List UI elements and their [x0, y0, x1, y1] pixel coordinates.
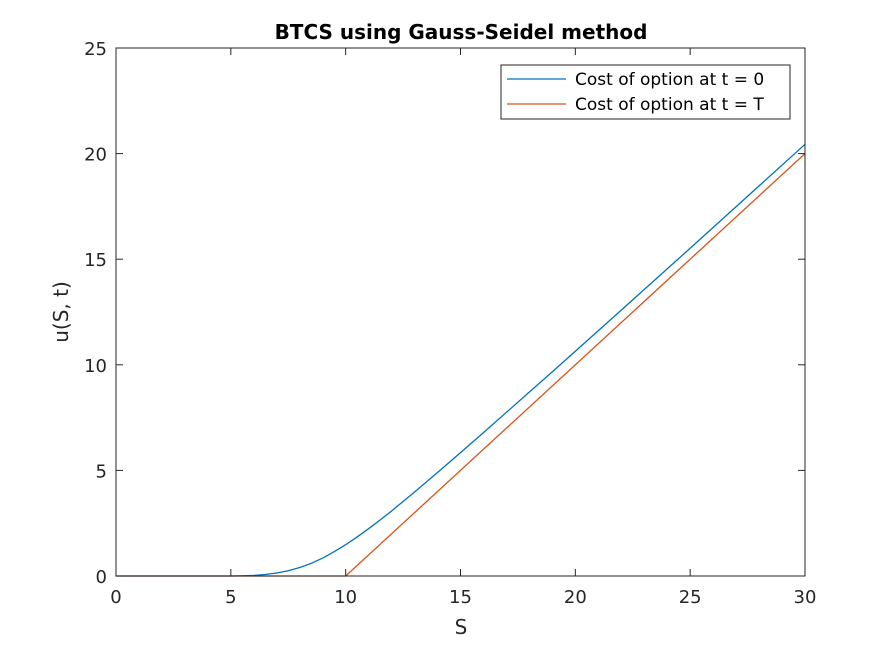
y-tick-label: 15: [84, 250, 107, 271]
legend-label-series-1: Cost of option at t = T: [575, 95, 764, 115]
x-tick-label: 0: [110, 587, 121, 608]
series-line-0: [116, 143, 806, 577]
y-tick-label: 5: [96, 461, 107, 482]
x-tick-label: 30: [794, 587, 817, 608]
x-tick-label: 10: [334, 587, 357, 608]
y-tick-label: 25: [84, 39, 107, 60]
x-tick-label: 20: [564, 587, 587, 608]
y-tick-label: 10: [84, 356, 107, 377]
legend-box: [500, 64, 791, 120]
chart-title: BTCS using Gauss-Seidel method: [275, 20, 648, 44]
x-axis-label: S: [455, 615, 468, 639]
legend: Cost of option at t = 0 Cost of option a…: [500, 64, 791, 120]
ticks-layer: 0 5 10 15 20 25 30 0 5 10 15 20 25: [84, 39, 816, 608]
x-tick-label: 15: [449, 587, 472, 608]
x-tick-label: 5: [225, 587, 236, 608]
x-tick-label: 25: [679, 587, 702, 608]
legend-label-series-0: Cost of option at t = 0: [575, 70, 764, 90]
y-tick-label: 0: [96, 567, 107, 588]
y-axis-label: u(S, t): [49, 281, 73, 343]
y-tick-label: 20: [84, 145, 107, 166]
plot-area: [116, 48, 805, 576]
